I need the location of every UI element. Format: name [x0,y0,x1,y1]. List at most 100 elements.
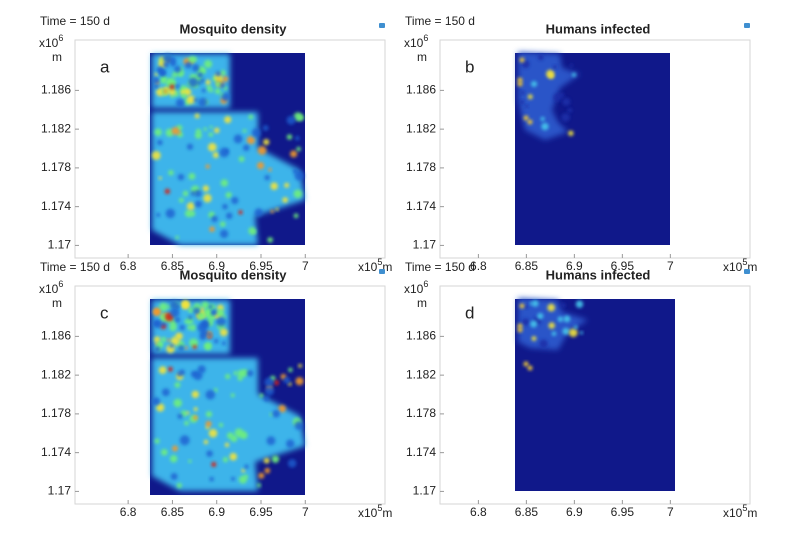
x-exponent-base: x10 [358,260,378,274]
y-tick-label: 1.186 [406,83,436,97]
heat-spot [575,300,584,308]
y-exponent-base: x10 [404,36,424,50]
corner-icon [379,23,385,28]
heat-spot [208,132,214,137]
x-axis-exponent: x105m [358,257,392,274]
heat-spot [220,221,226,227]
heat-hole [233,134,243,144]
heat-spot [288,367,293,373]
heat-spot [568,130,574,137]
heat-spot [293,189,303,199]
heat-spot [527,119,533,125]
heat-region [518,52,580,140]
panel-letter: b [465,57,474,76]
x-tick-label: 6.8 [470,505,487,519]
y-tick-label: 1.186 [406,329,436,343]
y-axis-exponent: x106 [404,279,428,296]
heat-spot [282,197,289,203]
heat-spot [225,373,231,380]
heat-spot [527,365,533,371]
y-tick-label: 1.17 [413,484,437,498]
heat-spot [172,445,178,452]
heat-spot [175,235,179,240]
heat-spot [293,213,299,219]
heat-hole [163,53,173,63]
heat-spot [170,94,174,98]
heat-spot [171,127,180,135]
heat-spot [517,77,523,83]
heat-hole [287,458,297,468]
heat-spot [209,125,213,129]
heat-spot [184,320,188,324]
heat-spot [553,65,557,69]
heat-spot [184,420,189,426]
heat-hole [222,203,228,210]
heat-spot [517,327,523,333]
heat-hole [215,71,221,77]
heat-spot [562,97,571,106]
y-axis-unit: m [52,296,62,310]
heat-spot [531,336,537,342]
heat-spot [571,72,577,77]
heat-spot [160,336,167,343]
heat-spot [246,136,256,145]
y-tick-label: 1.174 [406,199,436,213]
heat-spot [220,70,226,76]
heat-hole [186,143,194,150]
heat-spot [523,115,529,121]
heat-hole [179,435,190,446]
heat-spot [517,323,523,329]
heat-hole [272,409,281,418]
heat-spot [267,237,273,243]
x-exponent-base: x10 [723,260,743,274]
heat-hole [178,344,185,352]
heat-hole [163,61,170,68]
heat-hole [153,84,159,89]
heat-spot [216,308,225,318]
heat-spot [192,415,198,421]
heat-hole [175,304,180,310]
heat-spot [186,411,190,415]
heat-spot [169,319,177,327]
corner-icon [379,269,385,274]
heat-hole [174,65,182,73]
x-tick-label: 6.9 [566,259,583,273]
heat-spot [558,92,565,99]
heat-spot [154,72,159,77]
heat-spot [159,302,168,312]
x-tick-label: 7 [667,505,674,519]
heat-hole [197,365,206,374]
y-axis-exponent: x106 [39,33,63,50]
chart-title: Humans infected [546,267,651,282]
heat-spot [205,343,212,350]
heat-spot [541,122,549,131]
heat-spot [167,366,173,372]
heat-spot [153,308,161,316]
heat-hole [174,316,181,323]
heat-spot [222,457,229,463]
heat-hole [179,324,185,331]
heat-spot [209,226,215,232]
chart-title: Humans infected [546,21,651,36]
heat-spot [551,331,557,337]
heat-spot [562,327,570,335]
heat-hole [213,338,219,344]
heat-spot [184,209,193,218]
heat-hole [244,464,249,469]
time-label: Time = 150 d [405,14,475,28]
heat-hole [184,61,192,69]
y-exponent-power: 6 [423,279,428,289]
y-tick-label: 1.186 [41,83,71,97]
x-tick-label: 6.8 [120,505,137,519]
heat-hole [156,66,164,74]
heat-spot [230,434,238,443]
heat-hole [264,377,274,387]
y-tick-label: 1.182 [406,121,436,135]
heat-spot [248,114,254,120]
heat-spot [224,442,230,448]
heat-hole [294,135,300,141]
y-axis-unit: m [417,296,427,310]
x-tick-label: 6.85 [515,505,539,519]
heat-spot [186,95,196,105]
x-exponent-base: x10 [358,506,378,520]
